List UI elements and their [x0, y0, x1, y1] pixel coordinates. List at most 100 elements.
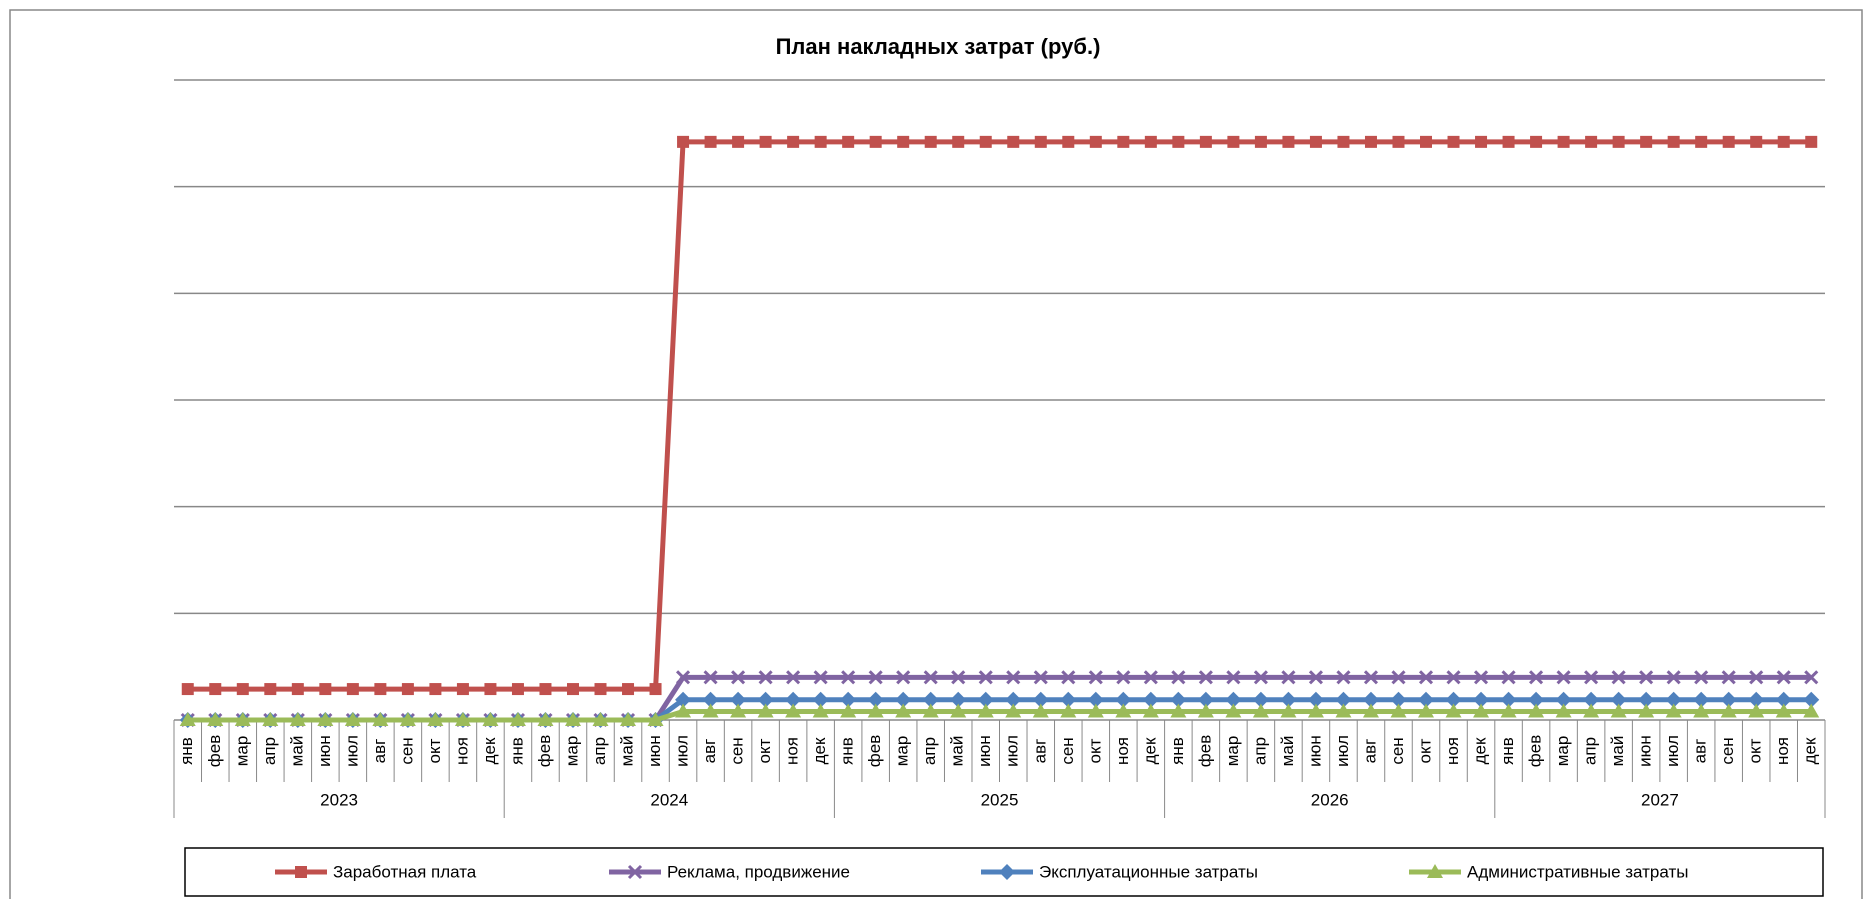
x-tick-label: янв: [838, 737, 857, 765]
x-tick-label: авг: [700, 739, 719, 764]
marker: [372, 712, 389, 726]
marker: [1418, 703, 1435, 718]
x-tick-label: дек: [810, 737, 829, 764]
x-tick-label: мар: [562, 736, 581, 767]
x-tick-label: сен: [397, 737, 416, 764]
marker: [1777, 135, 1790, 148]
x-tick-label: ноя: [1773, 737, 1792, 765]
marker: [840, 703, 857, 718]
marker: [922, 691, 939, 708]
marker: [1362, 703, 1379, 718]
marker: [1585, 135, 1598, 148]
marker: [236, 683, 249, 696]
marker: [429, 683, 442, 696]
marker: [787, 135, 800, 148]
marker: [209, 683, 222, 696]
marker: [1170, 703, 1187, 718]
marker: [978, 670, 993, 685]
marker: [537, 712, 554, 726]
marker: [1142, 703, 1159, 718]
marker: [1088, 670, 1103, 685]
marker: [1336, 670, 1351, 685]
x-tick-label: июл: [1003, 735, 1022, 767]
marker: [897, 135, 910, 148]
marker: [1473, 691, 1490, 708]
marker: [842, 135, 855, 148]
x-tick-label: сен: [728, 737, 747, 764]
marker: [454, 712, 471, 726]
marker: [1254, 135, 1267, 148]
x-tick-label: ноя: [783, 737, 802, 765]
x-tick-label: июл: [1663, 735, 1682, 767]
marker: [924, 135, 937, 148]
marker: [896, 670, 911, 685]
x-tick-label: мар: [893, 736, 912, 767]
legend-label: Реклама, продвижение: [667, 862, 850, 881]
legend-label: Административные затраты: [1467, 862, 1688, 881]
marker: [1089, 135, 1102, 148]
marker: [539, 683, 552, 696]
marker: [1252, 691, 1269, 708]
x-tick-label: фев: [535, 735, 554, 767]
x-tick-label: апр: [1581, 737, 1600, 765]
marker: [702, 703, 719, 718]
marker: [759, 135, 772, 148]
marker: [786, 670, 801, 685]
x-tick-label: фев: [1526, 735, 1545, 767]
marker: [594, 683, 607, 696]
marker: [1748, 691, 1765, 708]
marker: [1556, 670, 1571, 685]
marker: [1473, 703, 1490, 718]
x-tick-label: мар: [1553, 736, 1572, 767]
marker: [1281, 670, 1296, 685]
marker: [675, 691, 692, 708]
marker: [1252, 703, 1269, 718]
marker: [1500, 691, 1517, 708]
marker: [840, 691, 857, 708]
marker: [1693, 691, 1710, 708]
x-tick-label: ноя: [1443, 737, 1462, 765]
marker: [1640, 135, 1653, 148]
marker: [592, 712, 609, 726]
marker: [181, 683, 194, 696]
marker: [813, 670, 828, 685]
marker: [234, 712, 251, 726]
marker: [1392, 135, 1405, 148]
marker: [482, 712, 499, 726]
x-tick-label: окт: [1085, 738, 1104, 763]
marker: [1087, 703, 1104, 718]
marker: [1721, 670, 1736, 685]
marker: [620, 712, 637, 726]
marker: [319, 683, 332, 696]
marker: [1335, 703, 1352, 718]
marker: [1528, 691, 1545, 708]
marker: [1335, 691, 1352, 708]
marker: [1034, 135, 1047, 148]
marker: [1583, 703, 1600, 718]
x-tick-label: июн: [1305, 735, 1324, 767]
marker: [812, 691, 829, 708]
marker: [1142, 691, 1159, 708]
marker: [291, 683, 304, 696]
marker: [1006, 670, 1021, 685]
marker: [484, 683, 497, 696]
marker: [1475, 135, 1488, 148]
x-tick-label: янв: [177, 737, 196, 765]
x-group-label: 2027: [1641, 790, 1679, 809]
marker: [675, 703, 692, 718]
marker: [1253, 670, 1268, 685]
marker: [1584, 670, 1599, 685]
marker: [1803, 703, 1820, 718]
marker: [1720, 691, 1737, 708]
marker: [344, 712, 361, 726]
x-tick-label: фев: [865, 735, 884, 767]
x-tick-label: окт: [1415, 738, 1434, 763]
marker: [867, 691, 884, 708]
marker: [1143, 670, 1158, 685]
marker: [1583, 691, 1600, 708]
marker: [895, 703, 912, 718]
x-tick-label: ноя: [452, 737, 471, 765]
marker: [1144, 135, 1157, 148]
marker: [1805, 135, 1818, 148]
marker: [1612, 135, 1625, 148]
